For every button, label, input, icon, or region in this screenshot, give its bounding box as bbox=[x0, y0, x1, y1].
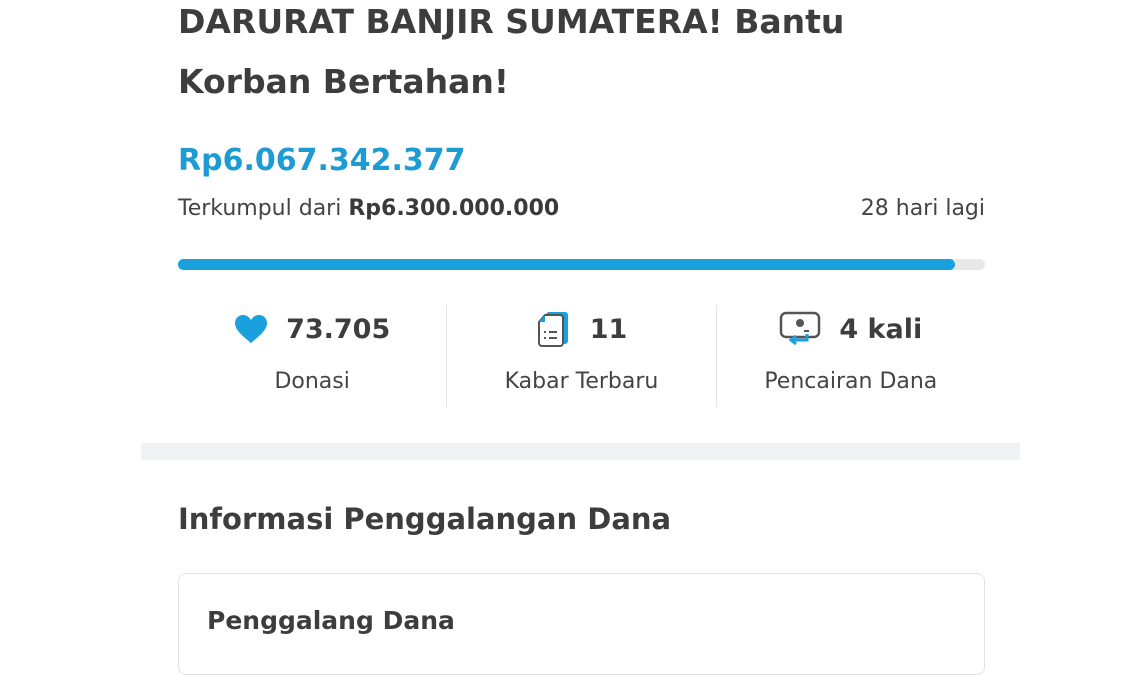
stat-updates[interactable]: 11 Kabar Terbaru bbox=[447, 305, 717, 407]
withdrawal-icon bbox=[780, 311, 821, 346]
section-heading: Informasi Penggalangan Dana bbox=[178, 502, 672, 536]
fundraiser-card[interactable]: Penggalang Dana bbox=[178, 573, 985, 675]
progress-fill bbox=[178, 259, 956, 270]
stat-withdrawals[interactable]: 4 kali Pencairan Dana bbox=[717, 305, 985, 407]
card-title: Penggalang Dana bbox=[207, 606, 455, 635]
stat-label: Pencairan Dana bbox=[764, 369, 938, 394]
progress-bar bbox=[178, 259, 985, 270]
stat-value: 73.705 bbox=[286, 313, 391, 345]
campaign-title: DARURAT BANJIR SUMATERA! Bantu Korban Be… bbox=[178, 2, 845, 101]
target-prefix: Terkumpul dari bbox=[178, 196, 342, 221]
document-icon bbox=[537, 312, 568, 347]
stat-value: 4 kali bbox=[839, 313, 923, 345]
stat-label: Donasi bbox=[274, 369, 350, 394]
stat-label: Kabar Terbaru bbox=[504, 369, 659, 394]
target-text: Terkumpul dari Rp6.300.000.000 bbox=[178, 196, 559, 221]
heart-icon bbox=[235, 315, 268, 343]
stat-donations[interactable]: 73.705 Donasi bbox=[178, 305, 448, 407]
days-left: 28 hari lagi bbox=[860, 196, 985, 221]
stats-row: 73.705 Donasi 11 Kabar Terbaru 4 kali Pe… bbox=[178, 305, 985, 407]
stat-value: 11 bbox=[589, 313, 628, 345]
collected-amount: Rp6.067.342.377 bbox=[178, 143, 466, 178]
section-divider bbox=[141, 443, 1020, 460]
target-amount: Rp6.300.000.000 bbox=[348, 196, 560, 221]
